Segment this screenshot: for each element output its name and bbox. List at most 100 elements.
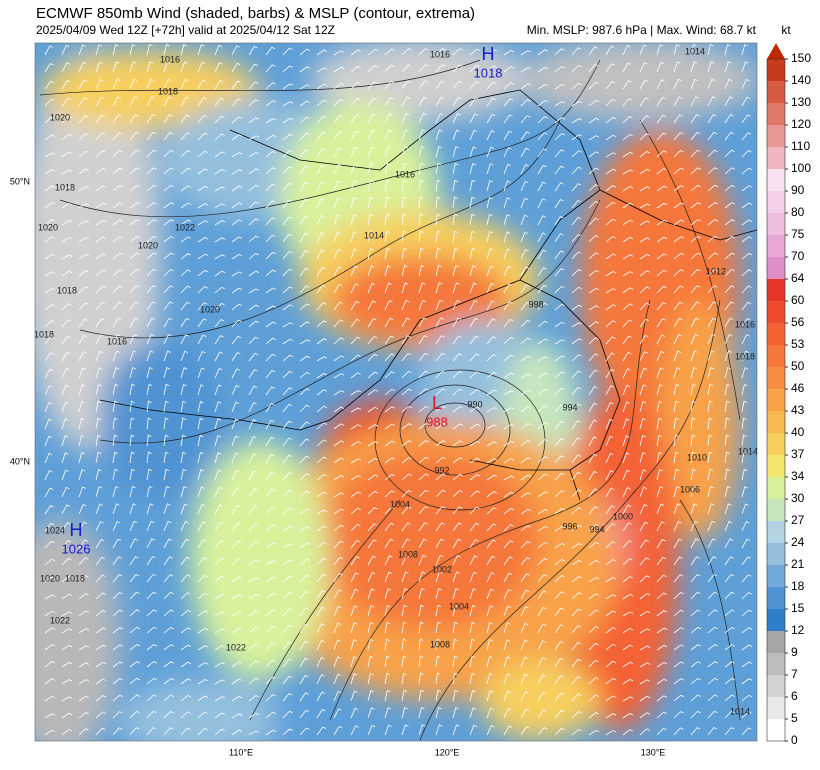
barb: [452, 317, 462, 328]
barb: [299, 339, 311, 345]
barb: [61, 696, 73, 702]
barb: [401, 80, 411, 90]
barb: [180, 334, 189, 345]
barb: [214, 418, 222, 430]
barb: [248, 559, 260, 566]
barb: [622, 435, 630, 447]
barb: [554, 710, 565, 719]
barb: [214, 351, 224, 362]
barb: [469, 213, 476, 226]
barb: [622, 169, 634, 175]
barb: [265, 183, 276, 192]
barb: [146, 285, 157, 294]
barb: [520, 606, 529, 617]
barb: [163, 591, 174, 600]
barb: [248, 151, 260, 158]
barb: [78, 434, 85, 447]
barb: [78, 79, 88, 90]
barb: [469, 506, 480, 515]
barb: [333, 475, 345, 481]
barb: [537, 320, 548, 328]
barb: [469, 440, 481, 447]
barb: [248, 419, 257, 430]
barb: [333, 492, 345, 498]
colorbar-label: 6: [791, 689, 798, 703]
barb: [214, 435, 222, 447]
barb: [112, 219, 124, 226]
barb: [520, 457, 532, 464]
barb: [435, 689, 442, 702]
barb: [588, 419, 598, 430]
barb: [282, 149, 293, 158]
barb: [690, 677, 702, 685]
colorbar-bin: [767, 543, 785, 565]
barb: [112, 520, 121, 532]
barb: [129, 285, 140, 294]
barb: [384, 571, 393, 583]
barb: [44, 576, 56, 583]
barb: [316, 302, 327, 311]
center-symbol: H: [482, 44, 495, 64]
barb: [350, 424, 362, 430]
barb: [741, 114, 751, 124]
barb: [265, 321, 277, 328]
barb: [78, 253, 90, 260]
barb: [401, 724, 409, 736]
barb: [197, 695, 209, 702]
barb: [367, 457, 379, 464]
barb: [605, 336, 616, 345]
barb: [418, 317, 427, 328]
barb: [95, 269, 106, 277]
barb: [112, 149, 123, 158]
barb: [197, 711, 208, 719]
barb: [503, 98, 514, 107]
barb: [418, 230, 424, 243]
barb: [435, 405, 446, 413]
barb: [469, 423, 481, 430]
barb: [44, 336, 55, 345]
barb: [741, 627, 753, 634]
colorbar-label: 140: [791, 73, 811, 87]
barb: [299, 490, 310, 498]
barb: [554, 117, 566, 124]
barb: [486, 474, 498, 481]
barb: [401, 146, 409, 158]
barb: [316, 590, 326, 600]
barb: [231, 236, 243, 243]
barb: [282, 728, 293, 736]
barb: [418, 638, 424, 651]
barb: [401, 370, 412, 379]
barb: [520, 284, 530, 294]
barb: [520, 99, 531, 107]
barb: [367, 282, 376, 294]
barb: [418, 335, 428, 345]
barb: [350, 300, 360, 311]
barb: [367, 707, 375, 719]
barb: [639, 712, 651, 719]
barb: [214, 97, 225, 107]
barb: [299, 355, 311, 362]
barb: [350, 707, 359, 719]
barb: [486, 523, 497, 532]
barb: [452, 604, 459, 617]
barb: [367, 230, 374, 243]
barb: [248, 541, 259, 549]
barb: [350, 354, 361, 362]
barb: [707, 538, 716, 549]
barb: [724, 219, 736, 226]
barb: [486, 130, 495, 141]
barb: [520, 691, 529, 702]
barb: [214, 696, 226, 702]
barb: [248, 453, 257, 464]
barb: [724, 202, 736, 209]
barb: [673, 236, 685, 243]
barb: [452, 282, 460, 294]
barb: [418, 706, 425, 719]
barb: [112, 574, 123, 583]
barb: [367, 300, 376, 311]
colorbar-label: 60: [791, 293, 805, 307]
colorbar-label: 27: [791, 513, 805, 527]
barb: [367, 318, 377, 328]
barb: [503, 707, 512, 719]
barb: [588, 353, 599, 362]
